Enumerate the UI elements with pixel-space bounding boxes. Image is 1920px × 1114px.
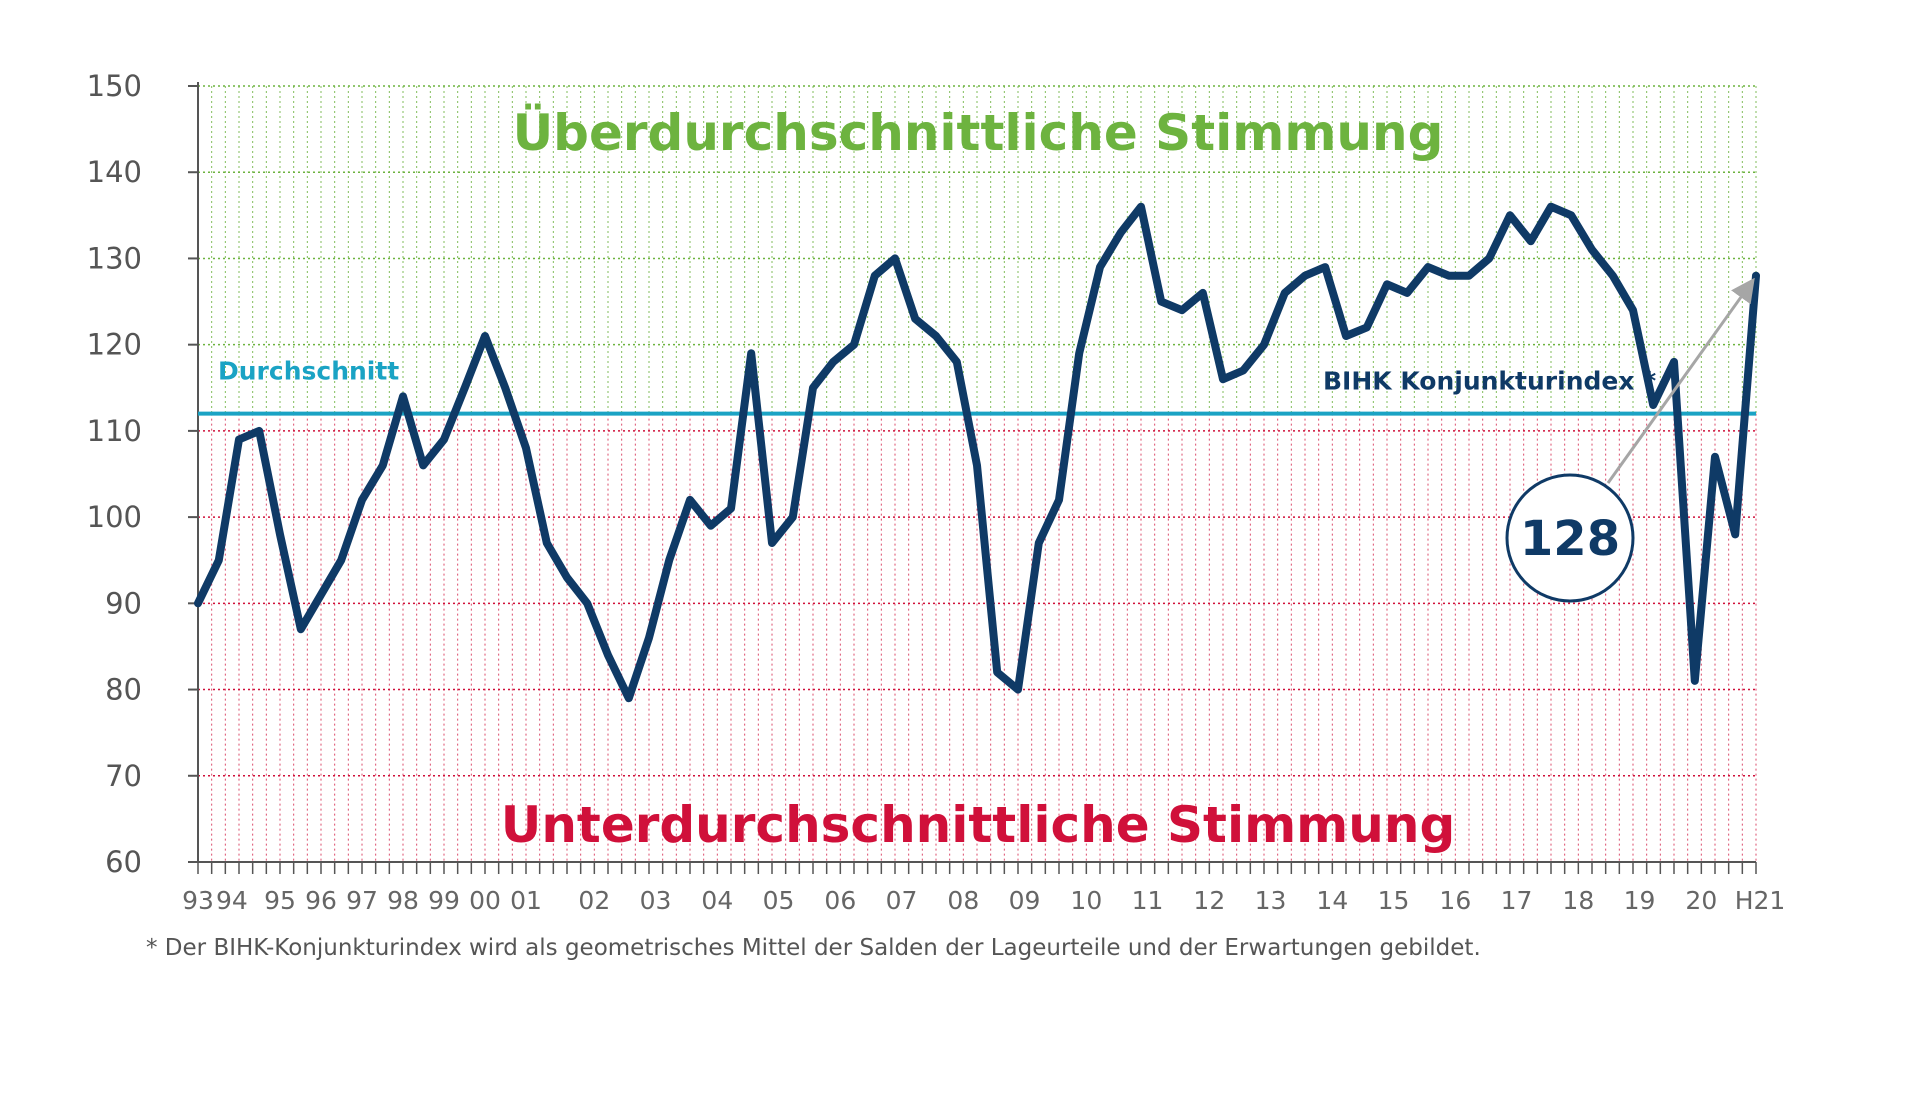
y-tick-label: 150 [87,69,142,103]
x-tick-label: 04 [701,886,733,915]
x-tick-label: 01 [510,886,542,915]
x-tick-label: 13 [1255,886,1287,915]
x-tick-label: 17 [1501,886,1533,915]
x-tick-label: 20 [1685,886,1717,915]
above-average-zone-label: Überdurchschnittliche Stimmung [513,103,1444,162]
y-tick-label: 120 [87,328,142,362]
x-tick-label: 95 [264,886,296,915]
y-tick-label: 90 [105,586,142,620]
x-tick-label: 93 [182,886,214,915]
x-tick-label: 97 [346,886,378,915]
y-tick-label: 70 [105,759,142,793]
x-tick-label: 09 [1009,886,1041,915]
x-tick-label: 06 [824,886,856,915]
series-label: BIHK Konjunkturindex * [1323,367,1656,396]
average-label: Durchschnitt [218,357,399,386]
x-tick-label: 10 [1070,886,1102,915]
y-tick-labels: 60 70 80 90 100 110 120 130 140 150 [87,69,198,879]
x-tick-label: 99 [428,886,460,915]
y-tick-label: 140 [87,155,142,189]
x-tick-labels: 93 94 95 96 97 98 99 00 01 02 03 04 05 06 07 08 09 10 11 12… [182,862,1785,915]
y-tick-label: 80 [105,673,142,707]
y-tick-label: 100 [87,500,142,534]
x-tick-label: 16 [1439,886,1471,915]
x-tick-label: 94 [216,886,248,915]
x-tick-label: 02 [578,886,610,915]
callout-value: 128 [1520,511,1620,567]
x-tick-label: 96 [305,886,337,915]
y-tick-label: 110 [87,414,142,448]
y-tick-label: 130 [87,241,142,275]
x-tick-label: 11 [1132,886,1164,915]
y-tick-label: 60 [105,845,142,879]
x-tick-label: 05 [763,886,795,915]
x-tick-label: 14 [1316,886,1348,915]
x-tick-label: 12 [1193,886,1225,915]
x-tick-label: 15 [1378,886,1410,915]
x-tick-label: 08 [947,886,979,915]
x-tick-label: 19 [1624,886,1656,915]
x-tick-label: 18 [1562,886,1594,915]
x-tick-label: 07 [886,886,918,915]
x-tick-label: 98 [387,886,419,915]
x-tick-label: 03 [640,886,672,915]
x-tick-label: 00 [469,886,501,915]
x-tick-label: H21 [1735,886,1786,915]
footnote: * Der BIHK-Konjunkturindex wird als geom… [146,935,1481,961]
below-average-zone-label: Unterdurchschnittliche Stimmung [501,796,1456,854]
